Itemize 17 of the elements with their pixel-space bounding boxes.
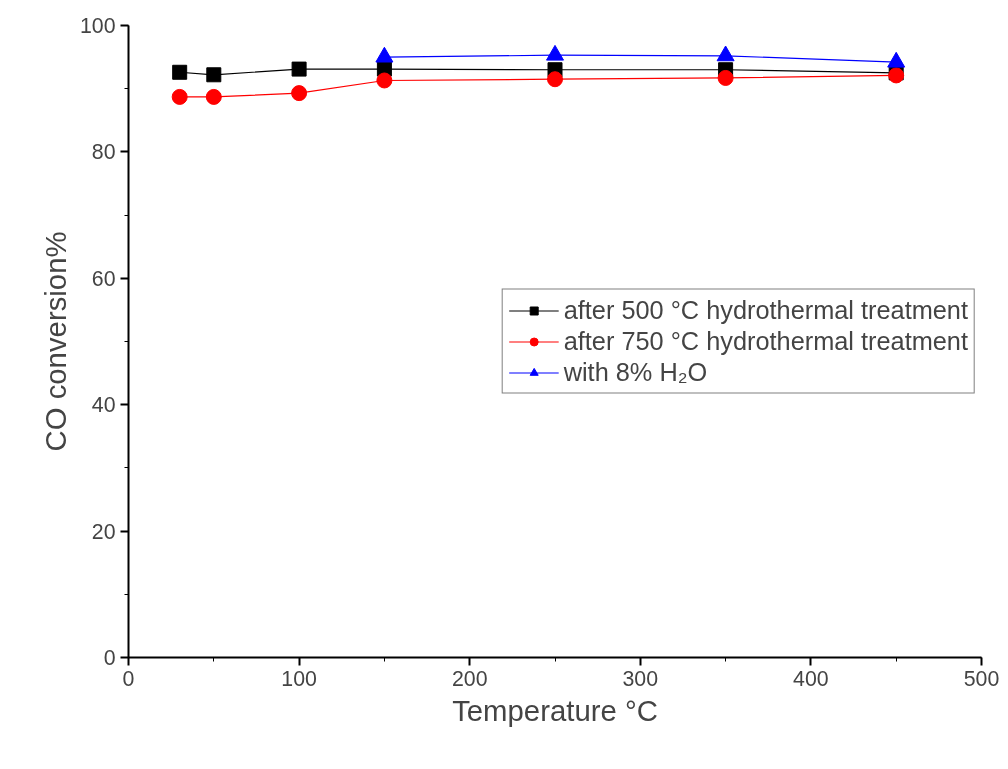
legend-label: after 750 °C hydrothermal treatment xyxy=(563,326,968,356)
y-tick-label: 20 xyxy=(91,519,116,544)
x-tick-label: 500 xyxy=(963,666,1000,691)
y-tick-label: 100 xyxy=(79,14,116,38)
x-tick-label: 100 xyxy=(281,666,318,691)
y-tick-label: 80 xyxy=(91,140,116,165)
y-tick-label: 0 xyxy=(103,646,116,670)
x-axis-title: Temperature °C xyxy=(452,693,658,727)
y-tick-label: 60 xyxy=(91,266,116,291)
y-axis-title: CO conversion% xyxy=(38,231,72,452)
x-tick-label: 0 xyxy=(122,666,135,691)
x-tick-label: 300 xyxy=(622,666,659,691)
x-tick-label: 400 xyxy=(793,666,829,691)
x-tick-label: 200 xyxy=(451,666,488,691)
legend-label: after 500 °C hydrothermal treatment xyxy=(563,295,968,325)
y-tick-label: 40 xyxy=(91,393,116,418)
legend-label: with 8% H₂O xyxy=(563,357,708,387)
